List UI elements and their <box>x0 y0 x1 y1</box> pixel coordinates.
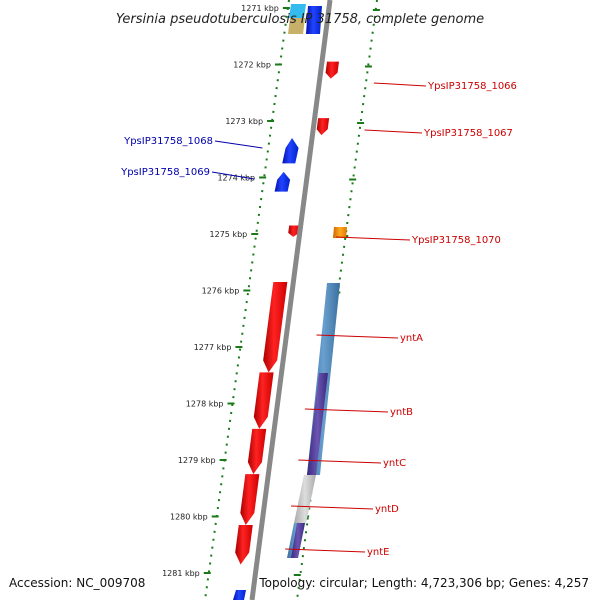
topology-label: Topology: circular; Length: 4,723,306 bp… <box>258 576 589 590</box>
accession-label: Accession: NC_009708 <box>9 576 145 590</box>
tick-label: 1275 kbp <box>210 230 248 239</box>
tick-label: 1279 kbp <box>178 456 216 465</box>
gene-forward-arrow[interactable] <box>263 282 288 373</box>
gene-label[interactable]: yntE <box>367 547 390 558</box>
gene-reverse-bottom <box>233 590 246 600</box>
gene-label[interactable]: YpsIP31758_1068 <box>123 136 213 147</box>
gene-label-leader <box>285 548 366 553</box>
gene-forward-arrow[interactable] <box>240 474 260 525</box>
gene-label[interactable]: yntB <box>390 407 413 418</box>
tick-label: 1271 kbp <box>241 4 279 13</box>
gene-label[interactable]: yntA <box>400 333 423 344</box>
gene-label[interactable]: YpsIP31758_1067 <box>423 128 513 139</box>
tick-label: 1281 kbp <box>162 569 200 578</box>
gene-forward-arrow[interactable] <box>235 524 253 565</box>
gene-label-leader <box>214 140 263 149</box>
gene-label-leader <box>298 459 382 464</box>
tick-label: 1278 kbp <box>186 400 224 409</box>
gene-forward-arrow[interactable] <box>325 61 339 79</box>
gene-reverse-arrow[interactable] <box>282 137 299 164</box>
gene-label[interactable]: YpsIP31758_1070 <box>411 235 501 246</box>
gene-label[interactable]: YpsIP31758_1066 <box>427 81 517 92</box>
gene-reverse-arrow[interactable] <box>274 171 291 192</box>
track-segment-grey <box>294 475 316 523</box>
tick-label: 1280 kbp <box>170 513 208 522</box>
gene-label-leader <box>364 129 423 134</box>
tick-label: 1273 kbp <box>225 117 263 126</box>
tick-label: 1276 kbp <box>202 287 240 296</box>
gene-forward-arrow[interactable] <box>316 118 330 136</box>
gene-label-leader <box>373 82 427 87</box>
track-segment-purple <box>307 373 328 475</box>
map-title: Yersinia pseudotuberculosis IP 31758, co… <box>116 12 484 27</box>
misc-feature-orange <box>333 227 347 238</box>
tick-label: 1274 kbp <box>217 174 255 183</box>
gene-label[interactable]: yntD <box>375 504 399 515</box>
tick-label: 1272 kbp <box>233 61 271 70</box>
gene-label[interactable]: yntC <box>383 458 406 469</box>
gene-label-leader <box>304 408 389 413</box>
gene-label[interactable]: YpsIP31758_1069 <box>120 167 210 178</box>
band-left-edge <box>204 0 290 600</box>
gene-label-leader <box>291 505 374 510</box>
gene-forward-arrow[interactable] <box>247 428 267 475</box>
gene-label-leader <box>316 334 399 339</box>
gene-forward-arrow[interactable] <box>253 372 274 429</box>
tick-label: 1277 kbp <box>194 343 232 352</box>
labels-layer: YpsIP31758_1066 YpsIP31758_1067 YpsIP31758… <box>120 81 517 558</box>
gene-label-leader <box>211 171 255 180</box>
misc-feature-top-cyan <box>289 4 306 18</box>
secondary-track <box>233 4 347 600</box>
sequence-backbone <box>249 0 333 600</box>
misc-feature-top-left <box>288 18 305 34</box>
gene-label-leader <box>335 236 411 241</box>
gene-reverse-top <box>306 6 322 34</box>
